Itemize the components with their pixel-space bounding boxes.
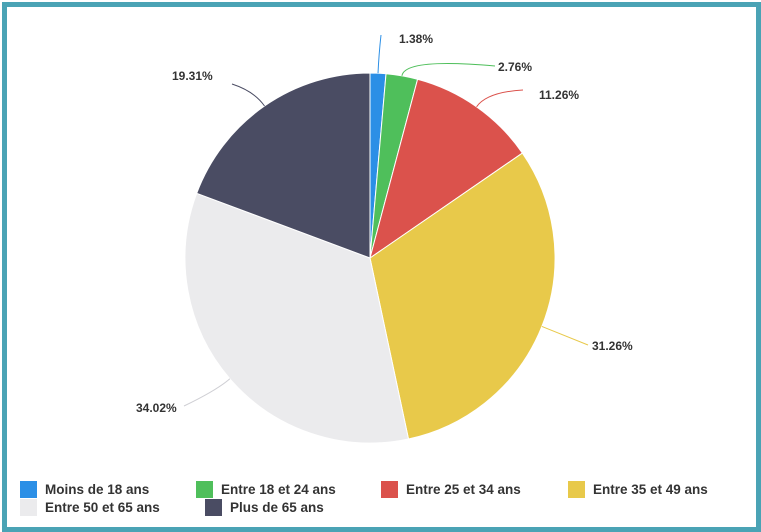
- leader-lines: [183, 34, 589, 407]
- leader-line-35-49: [541, 325, 589, 346]
- legend-label: Plus de 65 ans: [230, 500, 324, 515]
- legend-label: Entre 50 et 65 ans: [45, 500, 160, 515]
- pie-slice-plus-65[interactable]: [196, 72, 371, 259]
- legend-item-35-49[interactable]: Entre 35 et 49 ans: [568, 481, 708, 498]
- legend-label: Entre 25 et 34 ans: [406, 482, 521, 497]
- leader-line-18-24: [401, 63, 496, 76]
- legend-item-25-34[interactable]: Entre 25 et 34 ans: [381, 481, 521, 498]
- data-label-plus-65: 19.31%: [172, 69, 213, 83]
- data-label-35-49: 31.26%: [592, 339, 633, 353]
- leader-line-plus-65: [231, 83, 265, 107]
- data-labels: 1.38% 2.76% 11.26% 31.26% 34.02% 19.31%: [136, 32, 633, 415]
- legend-item-plus-65[interactable]: Plus de 65 ans: [205, 499, 324, 516]
- legend-label: Entre 18 et 24 ans: [221, 482, 336, 497]
- pie-slices: [184, 72, 556, 444]
- legend-item-18-24[interactable]: Entre 18 et 24 ans: [196, 481, 336, 498]
- data-label-moins-18: 1.38%: [399, 32, 433, 46]
- legend-swatch: [20, 499, 37, 516]
- pie-slice-50-65[interactable]: [184, 192, 410, 444]
- legend-label: Entre 35 et 49 ans: [593, 482, 708, 497]
- data-label-25-34: 11.26%: [539, 88, 579, 102]
- legend-swatch: [568, 481, 585, 498]
- legend-item-50-65[interactable]: Entre 50 et 65 ans: [20, 499, 160, 516]
- legend-item-moins-18[interactable]: Moins de 18 ans: [20, 481, 149, 498]
- leader-line-moins-18: [377, 34, 382, 74]
- leader-line-50-65: [183, 378, 231, 407]
- legend-swatch: [196, 481, 213, 498]
- data-label-18-24: 2.76%: [498, 60, 532, 74]
- legend-swatch: [205, 499, 222, 516]
- legend-swatch: [381, 481, 398, 498]
- legend: Moins de 18 ans Entre 18 et 24 ans Entre…: [20, 481, 740, 521]
- legend-label: Moins de 18 ans: [45, 482, 150, 497]
- legend-swatch: [20, 481, 37, 498]
- leader-line-25-34: [476, 89, 524, 108]
- data-label-50-65: 34.02%: [136, 401, 177, 415]
- pie-slice-35-49[interactable]: [369, 152, 556, 440]
